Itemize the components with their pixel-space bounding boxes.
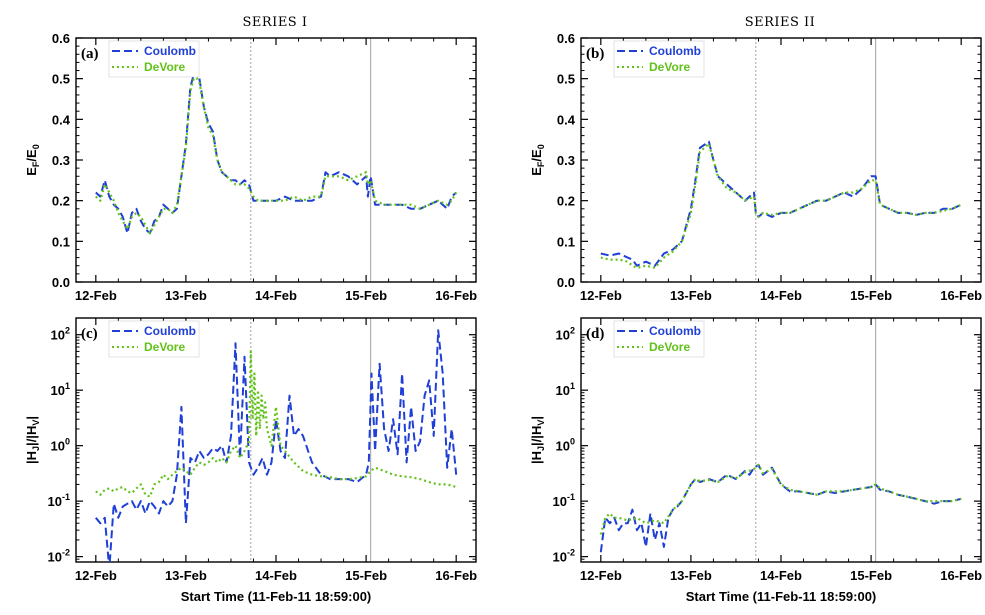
panel-b: 12-Feb 13-Feb 14-Feb 15-Feb 16-Feb 0.0 0.1 0.2 0… xyxy=(557,31,982,303)
x-tick-label: 14-Feb xyxy=(255,288,297,303)
panel-label-d: (d) xyxy=(586,326,604,342)
series-line-coulomb xyxy=(599,463,962,553)
series-line-coulomb xyxy=(95,329,458,562)
legend-label-devore: DeVore xyxy=(649,340,690,354)
y-tick-label: 0.2 xyxy=(52,194,70,209)
column-title-series-1: SERIES I xyxy=(243,15,308,30)
series-line-devore xyxy=(599,463,962,535)
legend-label-coulomb: Coulomb xyxy=(144,44,196,58)
y-tick-label: 0.4 xyxy=(52,112,71,127)
x-tick-label: 14-Feb xyxy=(760,568,802,583)
x-tick-label: 12-Feb xyxy=(75,568,117,583)
x-axis-label-left: Start Time (11-Feb-11 18:59:00) xyxy=(181,589,372,604)
panel-a: 12-Feb 13-Feb 14-Feb 15-Feb 16-Feb 0.0 0.1 0.2 0… xyxy=(52,31,477,303)
legend-label-coulomb: Coulomb xyxy=(144,324,196,338)
legend-label-coulomb: Coulomb xyxy=(649,324,701,338)
panel-label-b: (b) xyxy=(586,46,604,62)
x-tick-label: 16-Feb xyxy=(435,568,477,583)
y-tick-label: 0.1 xyxy=(52,234,70,249)
x-tick-label: 14-Feb xyxy=(255,568,297,583)
x-tick-label: 13-Feb xyxy=(165,568,207,583)
series-line-devore xyxy=(600,142,962,269)
x-tick-label: 13-Feb xyxy=(165,288,207,303)
x-tick-label: 13-Feb xyxy=(670,288,712,303)
y-tick-label: 10-1 xyxy=(553,492,575,509)
y-tick-label: 102 xyxy=(51,326,70,343)
y-tick-label: 0.3 xyxy=(557,153,575,168)
y-tick-label: 0.6 xyxy=(557,31,575,46)
legend-box xyxy=(613,320,705,358)
y-axis-label-b: EF/E0 xyxy=(529,144,546,175)
panel-label-c: (c) xyxy=(81,326,98,342)
legend-label-devore: DeVore xyxy=(144,340,185,354)
series-line-coulomb xyxy=(600,140,962,267)
y-tick-label: 0.6 xyxy=(52,31,70,46)
y-tick-label: 0.3 xyxy=(52,153,70,168)
y-tick-label: 0.1 xyxy=(557,234,575,249)
legend-label-devore: DeVore xyxy=(144,60,185,74)
legend-box xyxy=(613,40,705,78)
x-tick-label: 16-Feb xyxy=(940,288,982,303)
y-tick-label: 102 xyxy=(556,326,575,343)
x-axis-label-right: Start Time (11-Feb-11 18:59:00) xyxy=(686,589,877,604)
x-tick-label: 12-Feb xyxy=(580,288,622,303)
panel-c: 12-Feb 13-Feb 14-Feb 15-Feb 16-Feb 10-2 10-1 10… xyxy=(48,317,477,583)
y-tick-label: 0.2 xyxy=(557,194,575,209)
legend-label-coulomb: Coulomb xyxy=(649,44,701,58)
y-tick-label: 101 xyxy=(556,381,575,398)
series-line-devore xyxy=(95,73,458,235)
y-axis-label-d: |HJ|/|HV| xyxy=(529,416,546,464)
series-line-devore xyxy=(95,350,457,498)
x-tick-label: 13-Feb xyxy=(670,568,712,583)
x-tick-label: 16-Feb xyxy=(435,288,477,303)
x-tick-label: 16-Feb xyxy=(940,568,982,583)
y-tick-label: 0.5 xyxy=(557,72,575,87)
legend-box xyxy=(108,320,200,358)
y-tick-label: 10-2 xyxy=(48,548,70,565)
y-tick-label: 101 xyxy=(51,381,70,398)
x-tick-label: 15-Feb xyxy=(850,568,892,583)
legend-box xyxy=(108,40,200,78)
y-tick-label: 100 xyxy=(556,437,575,454)
column-title-series-2: SERIES II xyxy=(745,15,816,30)
x-tick-label: 12-Feb xyxy=(75,288,117,303)
y-tick-label: 100 xyxy=(51,437,70,454)
y-axis-label-a: EF/E0 xyxy=(24,144,41,175)
x-tick-label: 14-Feb xyxy=(760,288,802,303)
x-tick-label: 15-Feb xyxy=(345,288,387,303)
x-tick-label: 12-Feb xyxy=(580,568,622,583)
y-tick-label: 0.0 xyxy=(52,275,70,290)
x-tick-label: 15-Feb xyxy=(345,568,387,583)
y-tick-label: 0.5 xyxy=(52,72,70,87)
y-tick-label: 0.4 xyxy=(557,112,576,127)
y-axis-label-c: |HJ|/|HV| xyxy=(24,416,41,464)
panel-label-a: (a) xyxy=(81,46,99,62)
x-tick-label: 15-Feb xyxy=(850,288,892,303)
y-tick-label: 10-2 xyxy=(553,548,575,565)
y-tick-label: 10-1 xyxy=(48,492,70,509)
legend-label-devore: DeVore xyxy=(649,60,690,74)
series-line-coulomb xyxy=(95,69,457,235)
y-tick-label: 0.0 xyxy=(557,275,575,290)
panel-d: 12-Feb 13-Feb 14-Feb 15-Feb 16-Feb 10-2 10-1 10… xyxy=(553,317,982,583)
